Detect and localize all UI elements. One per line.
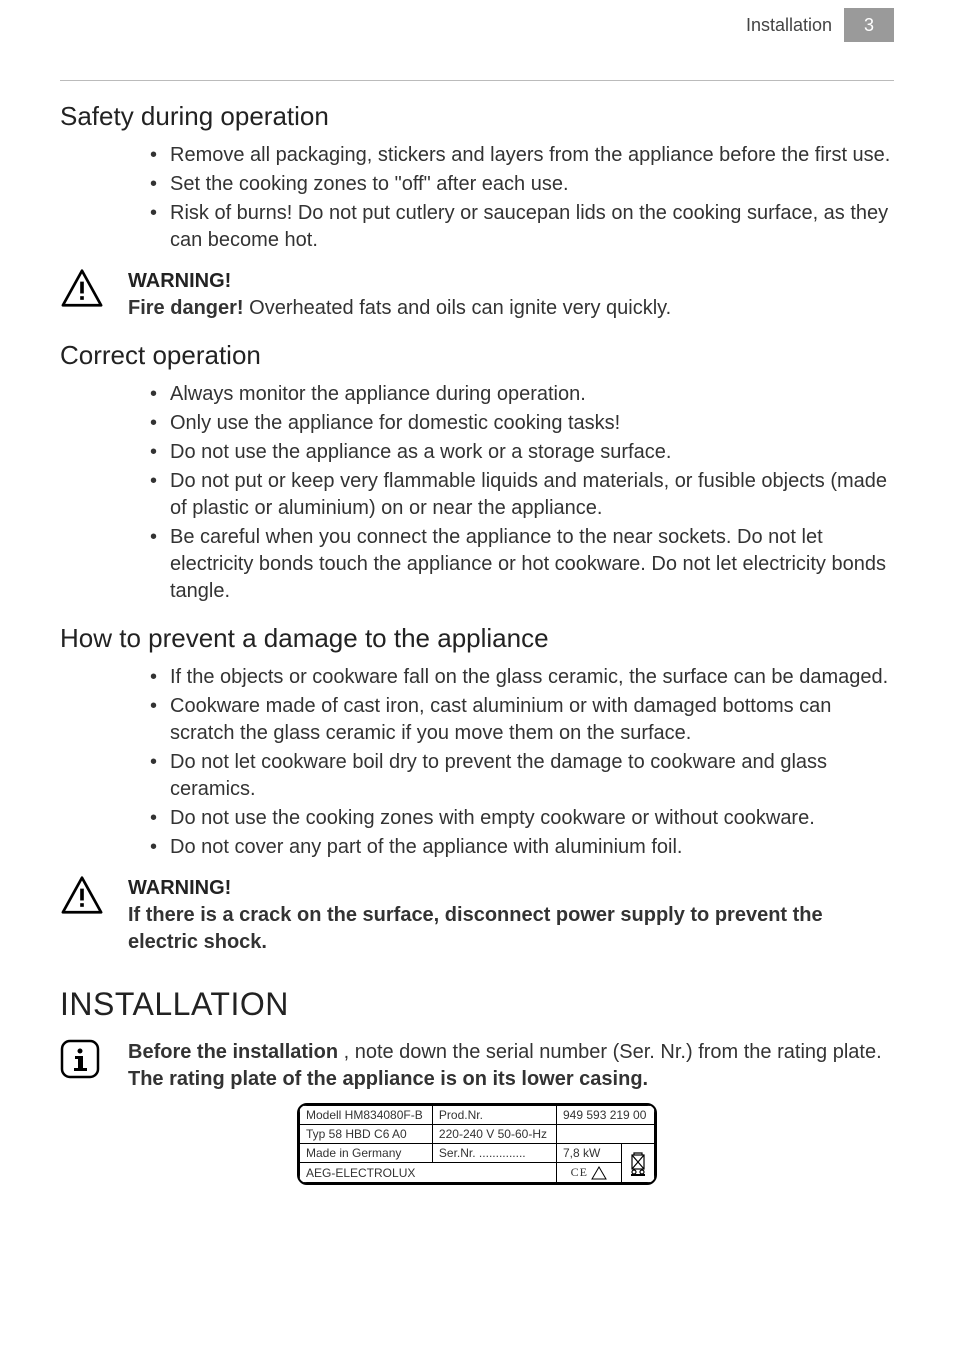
info-rest: , note down the serial number (Ser. Nr.)…: [338, 1041, 882, 1063]
list-item: Only use the appliance for domestic cook…: [170, 410, 894, 437]
page-number: 3: [844, 8, 894, 42]
info-text: Before the installation , note down the …: [128, 1039, 882, 1093]
warning-bold-lead: Fire danger!: [128, 297, 244, 319]
list-item: Do not use the appliance as a work or a …: [170, 439, 894, 466]
info-line-2: The rating plate of the appliance is on …: [128, 1066, 882, 1093]
header-rule: [60, 80, 894, 81]
rating-model: Modell HM834080F-B: [300, 1106, 433, 1125]
correct-operation-bullet-list: Always monitor the appliance during oper…: [60, 381, 894, 605]
rating-made-in: Made in Germany: [300, 1144, 433, 1163]
list-item: If the objects or cookware fall on the g…: [170, 664, 894, 691]
heading-safety-during-operation: Safety during operation: [60, 101, 894, 132]
rating-power: 7,8 kW: [556, 1144, 621, 1163]
rating-ser: Ser.Nr. ..............: [432, 1144, 556, 1163]
warning-label: WARNING!: [128, 875, 894, 902]
info-line-1: Before the installation , note down the …: [128, 1039, 882, 1066]
safety-bullet-list: Remove all packaging, stickers and layer…: [60, 142, 894, 254]
header-section-label: Installation: [746, 15, 832, 36]
warning-crack: WARNING! If there is a crack on the surf…: [60, 875, 894, 956]
warning-triangle-icon: [60, 875, 104, 920]
rating-bin-icon: [622, 1144, 655, 1183]
list-item: Do not cover any part of the appliance w…: [170, 834, 894, 861]
list-item: Be careful when you connect the applianc…: [170, 524, 894, 605]
warning-body: Fire danger! Overheated fats and oils ca…: [128, 295, 671, 322]
prevent-damage-bullet-list: If the objects or cookware fall on the g…: [60, 664, 894, 861]
rating-typ: Typ 58 HBD C6 A0: [300, 1125, 433, 1144]
list-item: Set the cooking zones to "off" after eac…: [170, 171, 894, 198]
list-item: Do not let cookware boil dry to prevent …: [170, 749, 894, 803]
info-before-installation: Before the installation , note down the …: [60, 1039, 894, 1093]
warning-label: WARNING!: [128, 268, 671, 295]
rating-prod-label: Prod.Nr.: [432, 1106, 556, 1125]
list-item: Cookware made of cast iron, cast alumini…: [170, 693, 894, 747]
list-item: Remove all packaging, stickers and layer…: [170, 142, 894, 169]
warning-text: WARNING! Fire danger! Overheated fats an…: [128, 268, 671, 322]
rating-empty: [556, 1125, 654, 1144]
rating-brand: AEG-ELECTROLUX: [300, 1163, 557, 1183]
ce-mark: CE: [571, 1165, 588, 1179]
info-bold-lead: Before the installation: [128, 1041, 338, 1063]
rating-plate: Modell HM834080F-B Prod.Nr. 949 593 219 …: [297, 1103, 657, 1185]
warning-body: If there is a crack on the surface, disc…: [128, 902, 894, 956]
rating-voltage: 220-240 V 50-60-Hz: [432, 1125, 556, 1144]
info-icon: [60, 1039, 104, 1084]
list-item: Do not put or keep very flammable liquid…: [170, 468, 894, 522]
rating-ce: CE: [556, 1163, 621, 1183]
warning-triangle-icon: [60, 268, 104, 313]
warning-rest: Overheated fats and oils can ignite very…: [244, 297, 672, 319]
list-item: Always monitor the appliance during oper…: [170, 381, 894, 408]
rating-prod-value: 949 593 219 00: [556, 1106, 654, 1125]
heading-correct-operation: Correct operation: [60, 340, 894, 371]
page-header: Installation 3: [60, 0, 894, 50]
list-item: Do not use the cooking zones with empty …: [170, 805, 894, 832]
heading-installation: INSTALLATION: [60, 986, 894, 1023]
list-item: Risk of burns! Do not put cutlery or sau…: [170, 200, 894, 254]
warning-fire: WARNING! Fire danger! Overheated fats an…: [60, 268, 894, 322]
heading-prevent-damage: How to prevent a damage to the appliance: [60, 623, 894, 654]
warning-text: WARNING! If there is a crack on the surf…: [128, 875, 894, 956]
